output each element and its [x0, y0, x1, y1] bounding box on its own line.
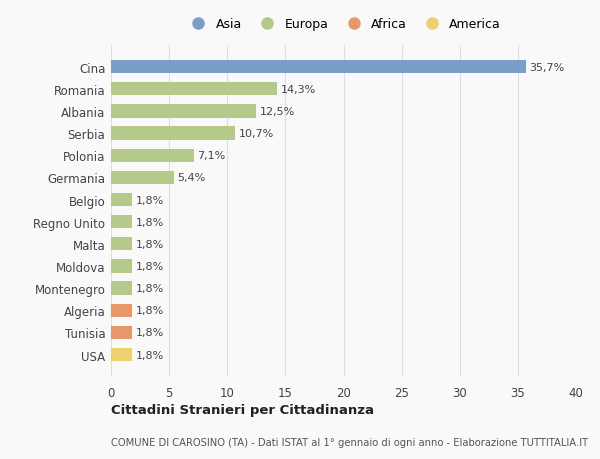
Bar	[111, 282, 132, 295]
Text: 1,8%: 1,8%	[136, 239, 164, 249]
Text: 1,8%: 1,8%	[136, 306, 164, 315]
Text: 5,4%: 5,4%	[177, 173, 206, 183]
Text: 10,7%: 10,7%	[239, 129, 274, 139]
Bar	[111, 171, 174, 185]
Bar	[111, 238, 132, 251]
Text: 1,8%: 1,8%	[136, 350, 164, 360]
Bar	[111, 304, 132, 317]
Bar	[111, 193, 132, 207]
Text: 1,8%: 1,8%	[136, 328, 164, 338]
Bar	[111, 127, 235, 140]
Bar	[111, 149, 194, 162]
Bar	[111, 105, 256, 118]
Text: 1,8%: 1,8%	[136, 195, 164, 205]
Text: 1,8%: 1,8%	[136, 284, 164, 293]
Bar	[111, 61, 526, 74]
Bar	[111, 326, 132, 339]
Text: 12,5%: 12,5%	[260, 107, 295, 117]
Text: 1,8%: 1,8%	[136, 261, 164, 271]
Legend: Asia, Europa, Africa, America: Asia, Europa, Africa, America	[184, 16, 503, 34]
Bar	[111, 83, 277, 96]
Bar	[111, 260, 132, 273]
Bar	[111, 348, 132, 361]
Text: 35,7%: 35,7%	[530, 62, 565, 73]
Text: 14,3%: 14,3%	[281, 84, 316, 95]
Text: 7,1%: 7,1%	[197, 151, 225, 161]
Text: 1,8%: 1,8%	[136, 217, 164, 227]
Text: COMUNE DI CAROSINO (TA) - Dati ISTAT al 1° gennaio di ogni anno - Elaborazione T: COMUNE DI CAROSINO (TA) - Dati ISTAT al …	[111, 437, 588, 447]
Text: Cittadini Stranieri per Cittadinanza: Cittadini Stranieri per Cittadinanza	[111, 403, 374, 416]
Bar	[111, 216, 132, 229]
